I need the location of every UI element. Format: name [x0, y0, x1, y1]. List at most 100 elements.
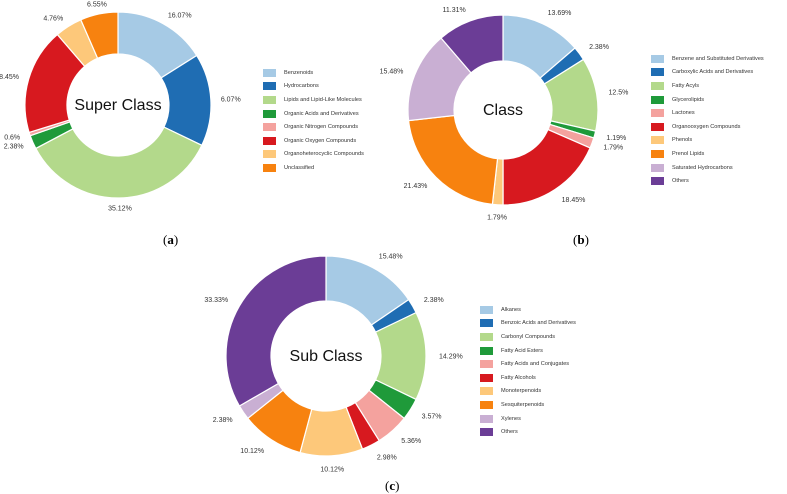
legend-label: Prenol Lipids — [672, 150, 705, 157]
slice-others — [225, 255, 327, 407]
legend-entry-lactones: Lactones — [651, 106, 764, 120]
slice-sesquiterpenoids — [246, 389, 313, 454]
slice-lactones — [547, 123, 595, 149]
legend-swatch — [480, 332, 493, 341]
legend-label: Benzoic Acids and Derivatives — [501, 320, 576, 327]
data-label-sesquiterpenoids: 10.12% — [240, 448, 264, 455]
legend-swatch — [263, 95, 276, 104]
legend-label: Xylenes — [501, 415, 521, 422]
data-label-benzoic-acids-and-derivatives: 2.38% — [424, 297, 444, 304]
legend-swatch — [263, 109, 276, 118]
legend-entry-monoterpenoids: Monoterpenoids — [480, 385, 576, 399]
legend-entry-others: Others — [480, 425, 576, 439]
slice-unclassified — [80, 11, 119, 60]
slice-organic-oxygen-compounds — [24, 33, 86, 134]
data-label-prenol-lipids: 21.43% — [404, 183, 428, 190]
slice-benzenoids — [117, 11, 198, 79]
slice-carbonyl-compounds — [374, 311, 427, 401]
legend-swatch — [651, 163, 664, 172]
legend-label: Lipids and Lipid-Like Molecules — [284, 96, 362, 103]
legend-swatch — [480, 428, 493, 437]
data-label-organoheterocyclic-compounds: 4.76% — [43, 15, 63, 22]
legend-entry-organic-nitrogen-compounds: Organic Nitrogen Compounds — [263, 120, 364, 134]
slice-carboxylic-acids-and-derivatives — [539, 47, 585, 85]
legend-label: Monoterpenoids — [501, 388, 542, 395]
legend-entry-organoheterocyclic-compounds: Organoheterocyclic Compounds — [263, 148, 364, 162]
legend-entry-carbonyl-compounds: Carbonyl Compounds — [480, 330, 576, 344]
data-label-fatty-acids-and-conjugates: 5.36% — [401, 438, 421, 445]
legend-label: Lactones — [672, 110, 695, 117]
legend-swatch — [480, 346, 493, 355]
legend-swatch — [480, 360, 493, 369]
legend-entry-prenol-lipids: Prenol Lipids — [651, 147, 764, 161]
legend-swatch — [263, 68, 276, 77]
data-label-lipids-and-lipid-like-molecules: 35.12% — [108, 205, 132, 212]
legend-label: Saturated Hydrocarbons — [672, 164, 733, 171]
legend-entry-phenols: Phenols — [651, 134, 764, 148]
legend-entry-organic-acids-and-derivatives: Organic Acids and Derivatives — [263, 107, 364, 121]
data-label-others: 11.31% — [443, 7, 466, 14]
slice-lipids-and-lipid-like-molecules — [34, 126, 203, 199]
slice-monoterpenoids — [299, 406, 364, 457]
legend-entry-benzenoids: Benzenoids — [263, 66, 364, 80]
legend-label: Organic Nitrogen Compounds — [284, 124, 358, 131]
slice-benzene-and-substituted-derivatives — [502, 14, 576, 79]
legend-label: Sesquiterpenoids — [501, 401, 545, 408]
center-label: Class — [483, 102, 523, 119]
slice-hydrocarbons — [160, 54, 212, 147]
legend-swatch — [480, 387, 493, 396]
data-label-saturated-hydrocarbons: 15.48% — [380, 68, 404, 75]
center-label: Super Class — [74, 97, 161, 114]
legend-sub-class: Alkanes Benzoic Acids and Derivatives Carb… — [480, 303, 576, 439]
caption-a: (a) — [163, 232, 179, 247]
data-label-organooxygen-compounds: 18.45% — [562, 197, 586, 204]
data-label-glycerolipids: 1.19% — [606, 135, 626, 142]
legend-swatch — [263, 150, 276, 159]
legend-swatch — [651, 109, 664, 118]
slice-fatty-alcohols — [345, 401, 381, 450]
legend-label: Carbonyl Compounds — [501, 333, 556, 340]
legend-label: Alkanes — [501, 306, 521, 313]
legend-label: Unclassified — [284, 164, 315, 171]
slice-others — [440, 14, 504, 74]
slice-organic-nitrogen-compounds — [28, 119, 71, 137]
legend-label: Others — [672, 178, 689, 185]
legend-entry-carboxylic-acids-and-derivatives: Carboxylic Acids and Derivatives — [651, 66, 764, 80]
caption-b: (b) — [573, 232, 589, 247]
slice-saturated-hydrocarbons — [407, 37, 472, 122]
slice-prenol-lipids — [407, 114, 499, 206]
legend-entry-fatty-acyls: Fatty Acyls — [651, 79, 764, 93]
legend-swatch — [480, 414, 493, 423]
slice-organic-acids-and-derivatives — [29, 121, 74, 150]
legend-label: Glycerolipids — [672, 96, 705, 103]
data-label-benzenoids: 16.07% — [168, 12, 192, 19]
legend-entry-alkanes: Alkanes — [480, 303, 576, 317]
caption-c: (c) — [385, 478, 400, 493]
legend-swatch — [263, 82, 276, 91]
data-label-carboxylic-acids-and-derivatives: 2.38% — [589, 44, 609, 51]
slice-benzoic-acids-and-derivatives — [370, 298, 417, 333]
slice-organoheterocyclic-compounds — [56, 18, 99, 68]
legend-swatch — [480, 319, 493, 328]
data-label-alkanes: 15.48% — [379, 254, 403, 261]
legend-entry-benzene-and-substituted-derivatives: Benzene and Substituted Derivatives — [651, 52, 764, 66]
data-label-organic-oxygen-compounds: 18.45% — [0, 74, 19, 81]
data-label-fatty-acyls: 12.5% — [608, 90, 628, 97]
data-label-fatty-acid-esters: 3.57% — [422, 414, 442, 421]
legend-entry-fatty-acid-esters: Fatty Acid Esters — [480, 344, 576, 358]
data-label-xylenes: 2.38% — [213, 417, 233, 424]
legend-label: Fatty Alcohols — [501, 374, 536, 381]
legend-swatch — [263, 123, 276, 132]
data-label-organic-nitrogen-compounds: 0.6% — [4, 135, 20, 142]
data-label-hydrocarbons: 6.07% — [221, 97, 241, 104]
legend-entry-xylenes: Xylenes — [480, 412, 576, 426]
legend-swatch — [480, 373, 493, 382]
slice-fatty-acid-esters — [368, 379, 417, 420]
legend-label: Fatty Acyls — [672, 82, 700, 89]
data-label-monoterpenoids: 10.12% — [320, 466, 344, 473]
legend-entry-benzoic-acids-and-derivatives: Benzoic Acids and Derivatives — [480, 317, 576, 331]
slice-organooxygen-compounds — [502, 128, 591, 206]
legend-swatch — [651, 68, 664, 77]
legend-swatch — [651, 149, 664, 158]
legend-label: Fatty Acid Esters — [501, 347, 543, 354]
